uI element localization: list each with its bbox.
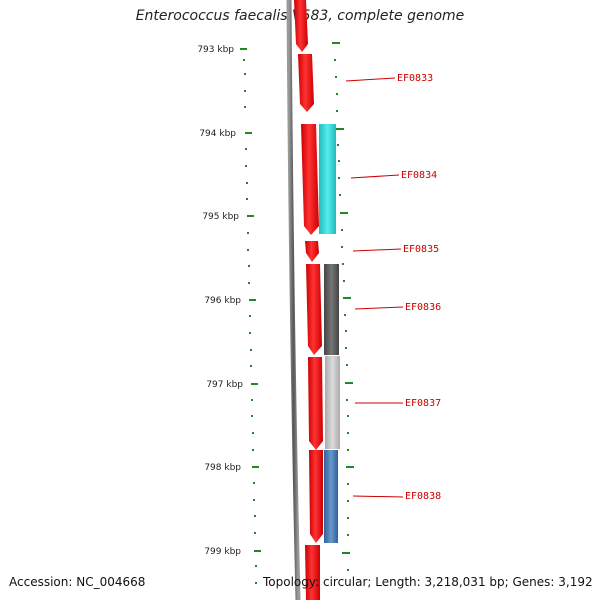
genome-backbone [286,0,301,600]
gene-arrow[interactable] [309,450,323,543]
kbp-label: 799 kbp [204,547,241,557]
gene-arrow[interactable] [298,54,314,112]
gene-label[interactable]: EF0837 [405,398,441,409]
kbp-label: 793 kbp [197,45,234,55]
gene-arrow[interactable] [294,0,308,52]
gene-arrow[interactable] [308,357,323,450]
gene-arrow[interactable] [305,545,320,600]
gene-label[interactable]: EF0833 [397,73,433,84]
gene-label[interactable]: EF0838 [405,491,441,502]
gene-arrow[interactable] [301,124,319,235]
cog-block-ef0837[interactable] [325,356,340,449]
gene-label[interactable]: EF0835 [403,244,439,255]
kbp-label: 796 kbp [204,296,241,306]
gene-labels: EF0833 EF0834 EF0835 EF0836 EF0837 EF083… [345,73,441,502]
gene-label[interactable]: EF0836 [405,302,441,313]
kbp-label: 797 kbp [206,380,243,390]
inner-tick-track [243,59,257,584]
kbp-scale: 793 kbp 794 kbp 795 kbp 796 kbp 797 kbp … [197,45,261,557]
cog-track [319,124,340,543]
cog-block-ef0836[interactable] [324,264,339,355]
kbp-label: 795 kbp [202,212,239,222]
kbp-label: 794 kbp [199,129,236,139]
cog-block-ef0838[interactable] [324,450,338,543]
topology-label: Topology: circular; Length: 3,218,031 bp… [263,575,593,589]
gene-arrow[interactable] [305,241,319,262]
kbp-label: 798 kbp [204,463,241,473]
outer-tick-track [332,42,354,571]
gene-label[interactable]: EF0834 [401,170,437,181]
cog-block-ef0834[interactable] [319,124,336,234]
accession-label: Accession: NC_004668 [9,575,146,589]
gene-arrow[interactable] [306,264,322,355]
gene-arrow-track [294,0,323,600]
